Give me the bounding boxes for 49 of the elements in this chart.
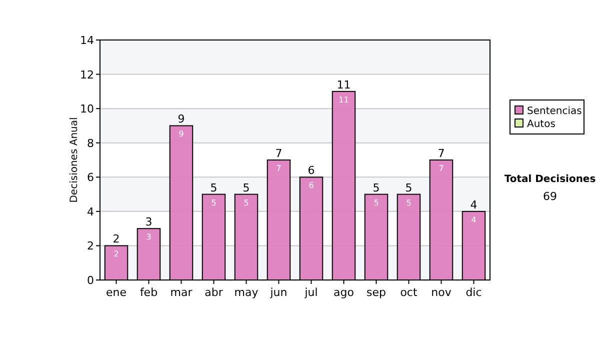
y-tick-label: 8 — [87, 136, 94, 150]
legend-label: Autos — [527, 119, 556, 130]
data-label: 11 — [338, 95, 349, 104]
data-label: 5 — [406, 198, 412, 208]
total-label: 6 — [308, 164, 315, 178]
x-tick-label: dic — [466, 286, 482, 299]
legend-label: Sentencias — [527, 106, 582, 117]
x-tick-label: abr — [204, 286, 224, 299]
total-label: 4 — [470, 198, 478, 212]
data-label: 7 — [276, 164, 282, 173]
data-label: 4 — [471, 215, 476, 224]
x-tick-label: ene — [106, 286, 127, 299]
total-label: 2 — [112, 232, 120, 246]
y-tick-label: 10 — [80, 102, 94, 116]
total-label: 9 — [178, 112, 185, 126]
total-label: 3 — [145, 216, 152, 229]
y-tick-label: 2 — [87, 240, 94, 253]
data-label: 5 — [211, 198, 216, 208]
total-label: 7 — [438, 147, 445, 160]
text: Total Decisiones — [504, 174, 596, 185]
x-tick-label: jul — [304, 286, 318, 299]
y-tick-label: 12 — [80, 68, 94, 82]
data-label: 3 — [146, 232, 152, 242]
data-label: 7 — [438, 164, 444, 173]
data-label: 2 — [114, 250, 119, 259]
y-tick-label: 0 — [87, 274, 94, 287]
y-tick-label: 4 — [87, 205, 94, 218]
x-tick-label: nov — [431, 286, 452, 299]
total-label: 5 — [242, 181, 250, 194]
x-tick-label: ago — [334, 286, 354, 299]
x-tick-label: oct — [400, 286, 418, 299]
data-label: 5 — [374, 198, 379, 208]
data-label: 9 — [178, 130, 184, 139]
total-label: 11 — [336, 78, 351, 92]
x-tick-label: sep — [366, 286, 386, 299]
text: 69 — [543, 190, 557, 203]
total-label: 7 — [275, 147, 282, 160]
x-tick-label: feb — [140, 286, 158, 299]
x-tick-label: mar — [170, 286, 193, 299]
x-tick-label: jun — [269, 286, 288, 299]
y-axis-title: Decisiones Anual — [69, 117, 80, 203]
y-tick-label: 14 — [80, 34, 94, 47]
x-tick-label: may — [234, 286, 259, 299]
total-label: 5 — [405, 181, 412, 194]
total-label: 5 — [210, 181, 218, 194]
total-label: 5 — [372, 181, 380, 194]
y-tick-label: 6 — [87, 171, 94, 184]
data-label: 6 — [308, 181, 314, 190]
data-label: 5 — [244, 198, 249, 208]
